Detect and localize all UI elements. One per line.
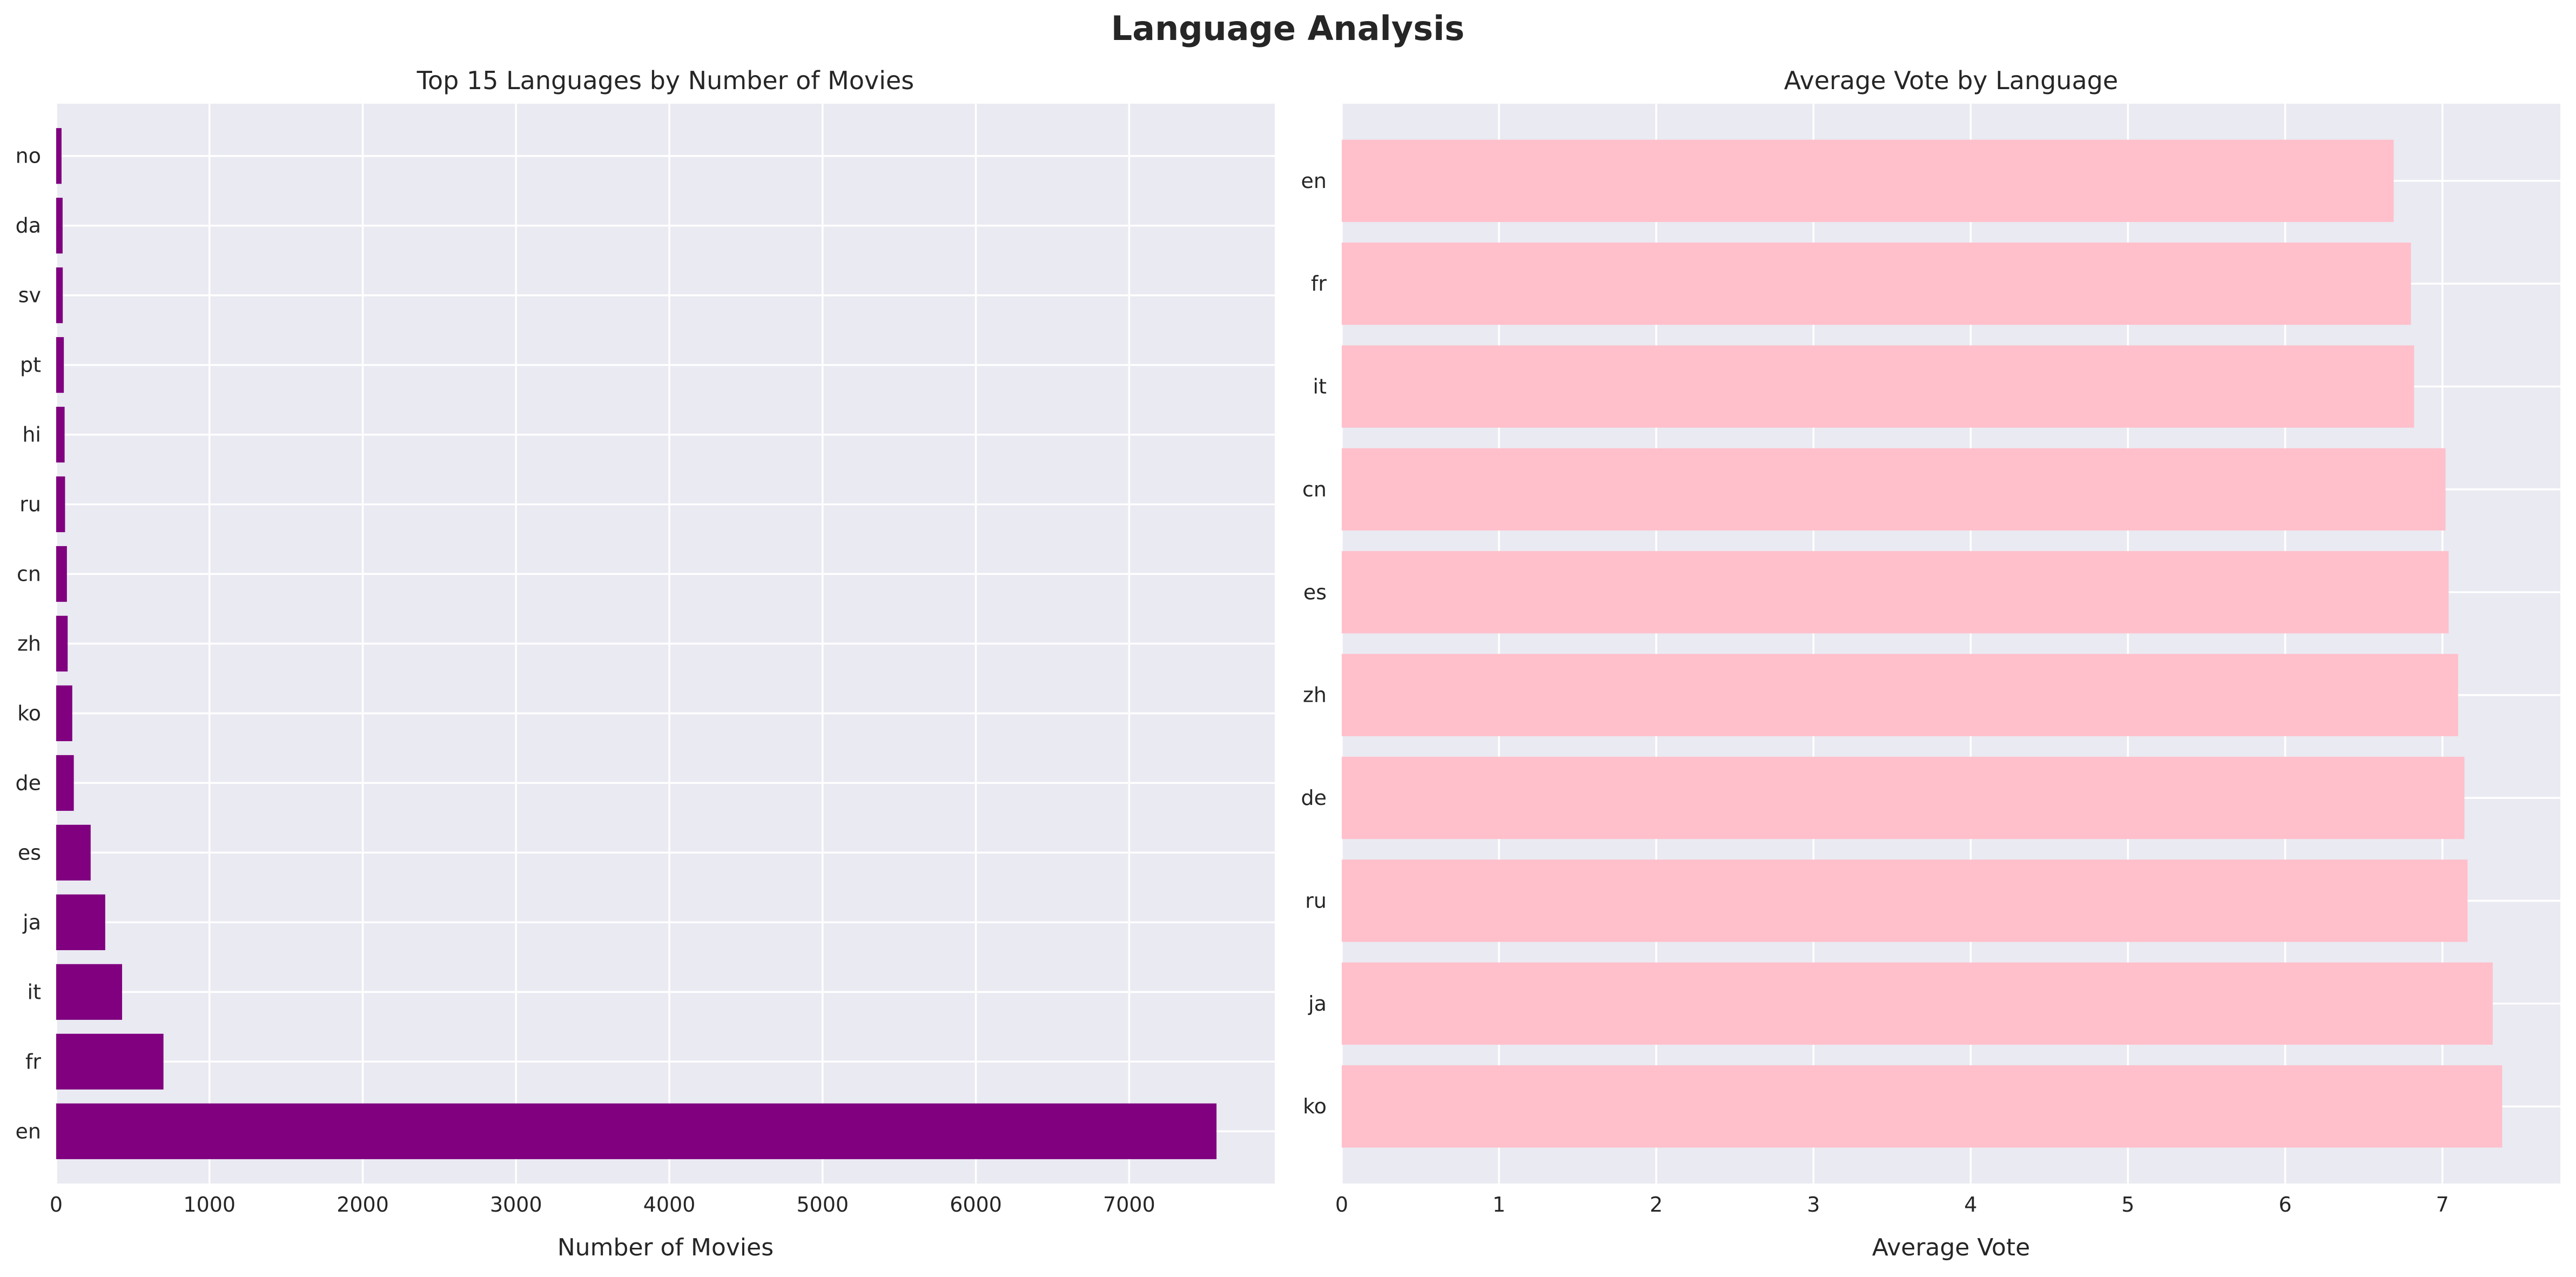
left-bar-ru [56,476,65,533]
right-x-tick-label: 3 [1807,1193,1820,1216]
left-x-tick-label: 4000 [643,1193,696,1216]
left-x-tick-label: 2000 [337,1193,389,1216]
right-x-axis-label: Average Vote [1872,1234,2030,1261]
left-bar-sv [56,267,63,324]
left-y-tick-label: it [28,980,41,1004]
right-bars [1342,139,2503,1148]
left-bar-zh [56,615,68,672]
right-y-tick-label: es [1303,580,1327,604]
left-y-tick-label: da [16,214,41,238]
left-bar-da [56,198,63,254]
right-y-tick-label: ko [1303,1094,1327,1118]
right-chart-title: Average Vote by Language [1784,66,2118,95]
left-bar-es [56,824,91,881]
left-y-tick-label: no [16,144,41,168]
left-y-tick-label: de [16,771,42,795]
right-y-tick-label: fr [1311,272,1327,295]
right-x-tick-label: 6 [2278,1193,2291,1216]
right-bar-en [1342,139,2394,222]
left-bar-no [56,128,62,184]
right-chart: 0 1 2 3 4 5 6 7 ko ja ru de zh es cn it fr en Average Vo… [1301,66,2560,1261]
left-y-tick-label: en [16,1119,41,1143]
left-x-ticks: 0 1000 2000 3000 4000 5000 6000 7000 [50,1193,1155,1216]
right-bar-zh [1342,654,2458,736]
right-y-tick-label: en [1301,169,1327,193]
right-x-tick-label: 4 [1964,1193,1977,1216]
left-y-tick-label: ko [17,701,41,725]
right-y-tick-label: zh [1303,683,1327,707]
left-chart-title: Top 15 Languages by Number of Movies [416,66,914,95]
left-x-tick-label: 5000 [797,1193,849,1216]
left-bar-hi [56,407,65,463]
left-chart: 0 1000 2000 3000 4000 5000 6000 7000 en fr it ja es… [16,66,1275,1261]
left-y-tick-label: cn [17,562,41,586]
left-bar-en [56,1103,1217,1159]
left-bar-de [56,755,74,811]
left-x-axis-label: Number of Movies [557,1234,774,1261]
right-y-tick-label: ru [1305,889,1327,912]
right-bar-fr [1342,243,2411,325]
left-bars [56,128,1217,1159]
right-x-tick-label: 0 [1335,1193,1348,1216]
right-y-tick-label: it [1313,375,1327,399]
left-x-tick-label: 6000 [950,1193,1002,1216]
left-y-ticks: en fr it ja es de ko zh cn ru hi pt sv da no [16,144,42,1144]
right-bar-ja [1342,962,2493,1045]
right-bar-ko [1342,1065,2503,1148]
right-y-ticks: ko ja ru de zh es cn it fr en [1301,169,1327,1118]
left-x-tick-label: 1000 [183,1193,236,1216]
right-y-tick-label: de [1301,786,1327,810]
figure-title: Language Analysis [1111,9,1465,48]
left-bar-cn [56,546,67,602]
right-bar-de [1342,756,2465,839]
left-x-tick-label: 7000 [1103,1193,1155,1216]
left-y-tick-label: es [18,841,41,864]
right-x-tick-label: 5 [2121,1193,2134,1216]
right-bar-cn [1342,448,2446,531]
left-bar-pt [56,337,64,393]
left-bar-fr [56,1033,164,1090]
left-bar-ko [56,685,72,742]
left-x-tick-label: 3000 [490,1193,542,1216]
left-bar-ja [56,894,105,950]
left-y-tick-label: pt [20,353,41,377]
left-bar-it [56,964,123,1020]
right-x-ticks: 0 1 2 3 4 5 6 7 [1335,1193,2449,1216]
left-y-tick-label: sv [18,284,41,307]
left-y-tick-label: zh [17,632,41,656]
right-y-tick-label: ja [1308,992,1327,1016]
right-bar-ru [1342,859,2468,942]
right-y-tick-label: cn [1302,478,1327,501]
right-x-tick-label: 7 [2436,1193,2449,1216]
right-bar-es [1342,551,2449,634]
left-y-tick-label: ru [19,493,41,516]
right-x-tick-label: 1 [1492,1193,1505,1216]
left-y-tick-label: ja [22,910,41,934]
right-x-tick-label: 2 [1650,1193,1663,1216]
left-x-tick-label: 0 [50,1193,63,1216]
left-y-tick-label: fr [25,1050,41,1073]
left-y-tick-label: hi [22,423,41,447]
right-bar-it [1342,345,2414,428]
